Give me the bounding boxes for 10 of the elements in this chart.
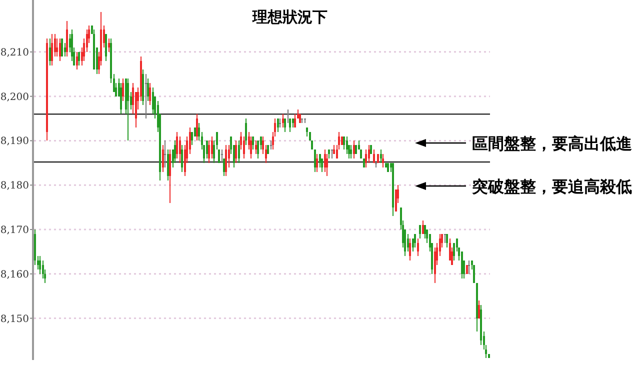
y-tick-label: 8,170 (0, 224, 29, 236)
text: 理想狀況下 (252, 8, 328, 26)
y-tick-label: 8,210 (0, 47, 29, 58)
y-tick-label: 8,180 (0, 180, 29, 192)
annotation: 區間盤整，要高出低進 (472, 134, 633, 153)
y-tick-label: 8,200 (0, 92, 29, 103)
y-tick-label: 8,150 (0, 314, 29, 325)
annotation: 突破盤整，要追高殺低 (471, 177, 632, 196)
y-tick-label: 8,160 (0, 269, 29, 280)
y-tick-label: 8,190 (0, 136, 29, 148)
